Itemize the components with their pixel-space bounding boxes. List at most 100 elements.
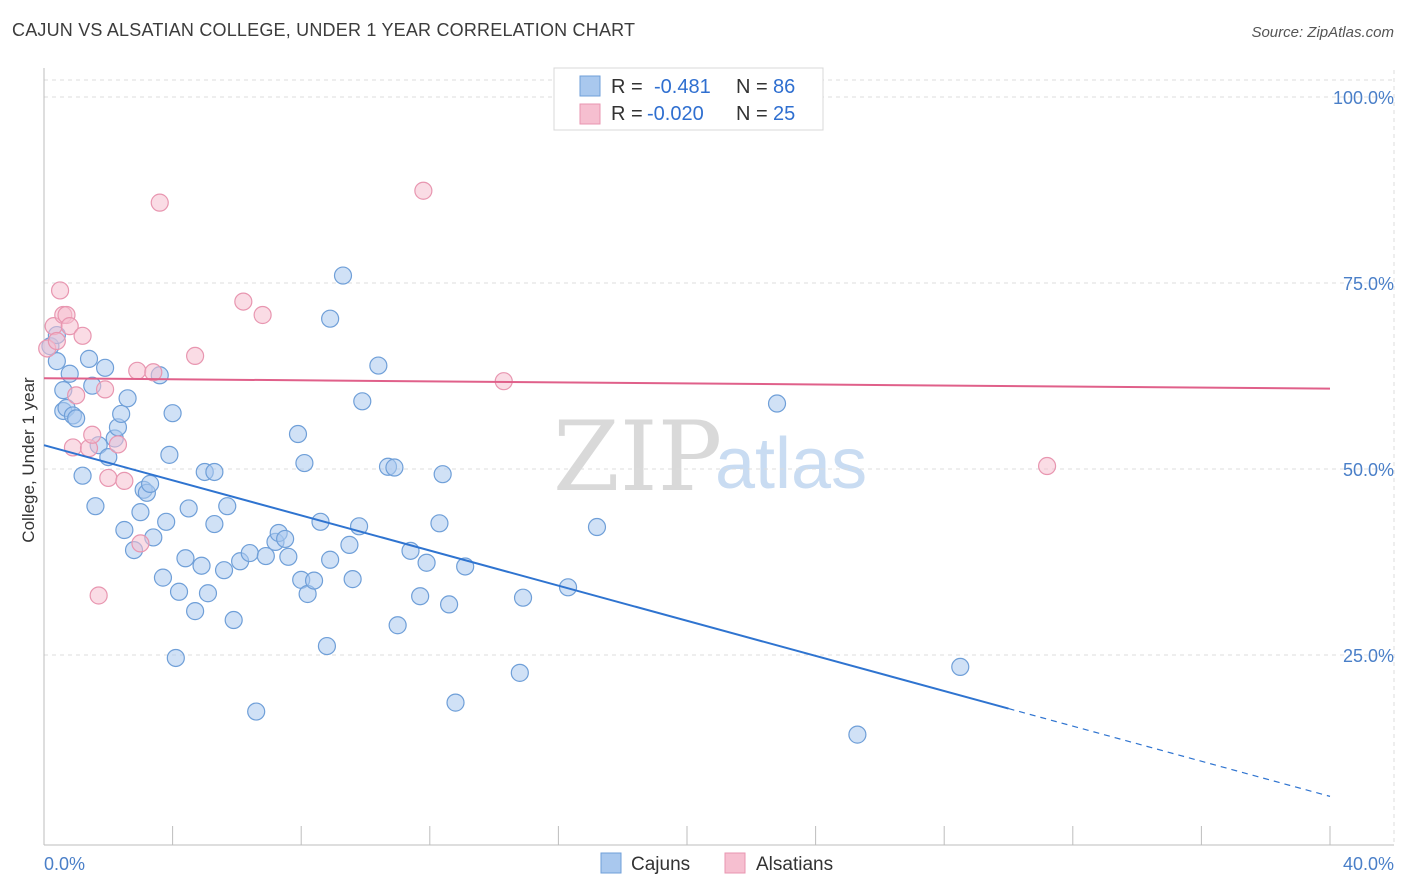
- cajun-point-28: [153, 568, 173, 587]
- alsatian-point-12: [89, 586, 108, 605]
- cajun-point-8: [67, 409, 86, 428]
- cajun-point-30: [160, 445, 179, 464]
- alsatian-point-20: [150, 193, 169, 212]
- cajun-point-43: [218, 497, 237, 516]
- cajun-point-36: [186, 602, 205, 621]
- alsatian-point-3: [50, 281, 70, 300]
- cajun-point-59: [317, 636, 337, 656]
- cajun-point-18: [112, 404, 131, 424]
- cajun-point-40: [205, 462, 224, 482]
- legend-r-label-alsatians: R =: [611, 103, 643, 125]
- alsatian-point-2: [47, 331, 66, 351]
- alsatian-point-13: [95, 380, 115, 399]
- legend-r-value-alsatians: -0.020: [647, 103, 704, 125]
- alsatian-point-8: [67, 386, 86, 405]
- cajun-point-64: [343, 570, 362, 589]
- cajun-point-72: [411, 587, 430, 606]
- cajun-point-67: [369, 356, 388, 375]
- alsatian-point-17: [128, 361, 147, 380]
- alsatian-point-6: [60, 317, 79, 336]
- cajun-point-76: [439, 595, 459, 614]
- legend-n-label-cajuns: N =: [736, 76, 768, 98]
- cajun-point-19: [115, 520, 134, 540]
- cajun-point-39: [198, 584, 218, 603]
- cajun-point-85: [951, 657, 970, 677]
- cajun-point-44: [224, 610, 243, 630]
- cajun-point-41: [205, 514, 224, 534]
- cajun-point-55: [295, 453, 314, 473]
- cajun-point-69: [385, 458, 404, 477]
- alsatian-point-18: [131, 534, 150, 553]
- cajun-point-82: [587, 517, 607, 537]
- y-tick-label-25: 25.0%: [1343, 646, 1394, 666]
- cajun-point-84: [848, 725, 867, 744]
- legend: R = -0.481 N = 86 R = -0.020 N = 25: [553, 67, 824, 131]
- cajun-point-51: [276, 529, 295, 549]
- y-tick-label-75: 75.0%: [1343, 274, 1394, 294]
- source-credit: Source: ZipAtlas.com: [1251, 24, 1394, 41]
- cajun-point-46: [240, 543, 259, 563]
- alsatian-point-11: [83, 425, 102, 444]
- cajun-point-42: [214, 561, 234, 580]
- cajun-point-34: [176, 549, 195, 568]
- cajun-point-48: [256, 546, 275, 566]
- cajun-point-10: [79, 349, 99, 368]
- cajun-point-9: [73, 466, 92, 485]
- cajun-point-74: [430, 514, 449, 533]
- y-tick-label-50: 50.0%: [1343, 460, 1394, 480]
- cajun-point-80: [513, 588, 533, 607]
- cajun-point-58: [311, 512, 330, 531]
- legend-r-value-cajuns: -0.481: [654, 76, 711, 98]
- alsatian-point-26: [1037, 456, 1057, 476]
- legend-n-value-cajuns: 86: [773, 76, 795, 98]
- cajun-point-1: [47, 352, 66, 371]
- cajun-point-79: [510, 663, 529, 682]
- cajun-point-29: [157, 512, 176, 531]
- x-tick-labels: 0.0% 40.0%: [44, 854, 1394, 874]
- alsatian-point-23: [253, 305, 272, 325]
- cajun-point-6: [60, 364, 79, 383]
- alsatian-point-22: [234, 292, 253, 311]
- trend-line-cajuns: [43, 444, 1009, 710]
- cajun-point-20: [118, 389, 137, 408]
- y-tick-label-100: 100.0%: [1333, 88, 1394, 108]
- axes: [43, 68, 1394, 846]
- cajun-point-60: [321, 309, 340, 328]
- cajun-point-32: [166, 648, 185, 668]
- cajun-point-73: [417, 553, 436, 572]
- y-axis-label: College, Under 1 year: [19, 377, 38, 543]
- alsatian-point-21: [186, 346, 205, 366]
- cajun-point-52: [279, 547, 298, 566]
- watermark-atlas: atlas: [715, 424, 867, 504]
- x-tick-label-max: 40.0%: [1343, 854, 1394, 874]
- cajun-point-22: [131, 503, 150, 522]
- cajun-point-63: [340, 535, 359, 554]
- series-cajuns: [41, 266, 970, 744]
- cajun-point-33: [169, 582, 189, 601]
- cajun-point-66: [353, 392, 372, 411]
- legend-n-value-alsatians: 25: [773, 103, 795, 125]
- bottom-legend: Cajuns Alsatians: [600, 852, 833, 875]
- cajun-point-62: [333, 266, 353, 285]
- bottom-legend-swatch-cajuns: [600, 852, 622, 874]
- cajun-point-53: [288, 424, 308, 444]
- cajun-point-83: [767, 394, 787, 413]
- cajun-point-47: [247, 702, 266, 721]
- bottom-legend-label-cajuns: Cajuns: [631, 854, 690, 875]
- alsatian-point-14: [99, 468, 118, 488]
- legend-swatch-alsatians: [579, 103, 601, 125]
- chart-title: CAJUN VS ALSATIAN COLLEGE, UNDER 1 YEAR …: [12, 20, 636, 40]
- alsatian-point-25: [414, 181, 433, 200]
- cajun-point-70: [388, 616, 407, 635]
- watermark-zip: ZIP: [553, 401, 722, 513]
- cajun-point-77: [446, 693, 465, 712]
- alsatian-point-16: [115, 471, 134, 491]
- cajun-point-35: [179, 499, 198, 518]
- x-tick-label-min: 0.0%: [44, 854, 85, 874]
- legend-r-label-cajuns: R =: [611, 76, 643, 98]
- y-tick-labels: 25.0% 50.0% 75.0% 100.0%: [1333, 88, 1394, 666]
- legend-n-label-alsatians: N =: [736, 103, 768, 125]
- cajun-point-37: [192, 556, 211, 575]
- bottom-legend-swatch-alsatians: [724, 852, 746, 874]
- trend-line-cajuns-extension: [1008, 707, 1331, 797]
